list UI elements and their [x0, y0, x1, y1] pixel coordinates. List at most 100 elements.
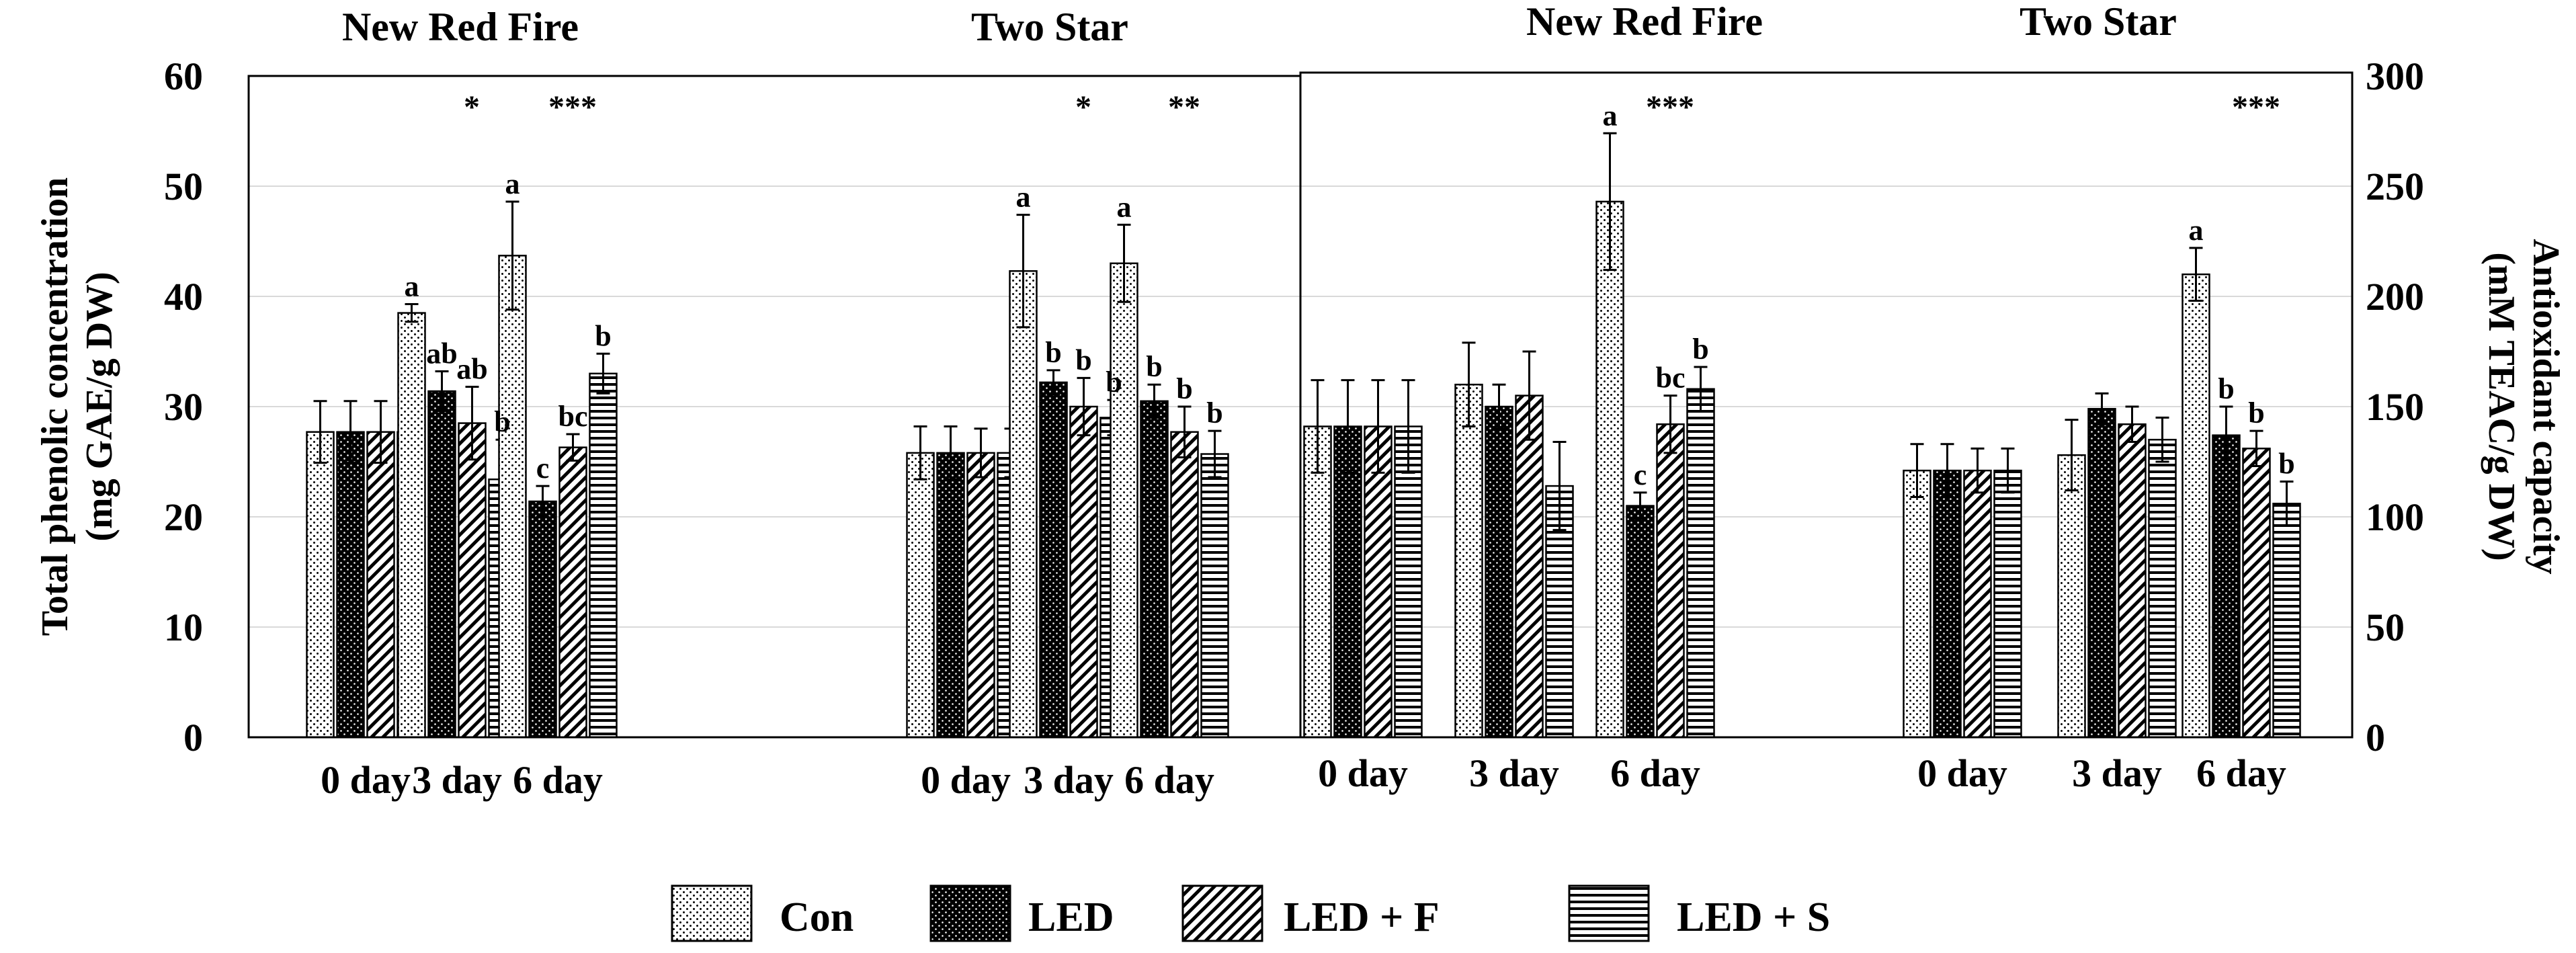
significance-letter: a	[1016, 181, 1031, 214]
bar	[1140, 400, 1169, 739]
y-tick-label: 60	[164, 54, 203, 98]
bar	[366, 431, 395, 739]
bar	[528, 500, 557, 739]
bar	[2272, 503, 2301, 739]
plot-frame	[1299, 71, 2354, 739]
legend-label: LED + F	[1284, 895, 1440, 940]
x-tick-label: 0 day	[921, 758, 1011, 802]
significance-letter: c	[536, 452, 550, 485]
y-tick-label: 20	[164, 495, 203, 539]
bar	[1903, 469, 1931, 739]
bar	[2148, 438, 2177, 739]
x-tick-label: 3 day	[1469, 751, 1559, 795]
legend-swatch	[1568, 884, 1650, 942]
significance-stars: **	[1168, 89, 1200, 125]
significance-stars: ***	[1646, 89, 1694, 125]
legend: Con LED LED + F LED + S	[671, 884, 1830, 942]
x-tick-label: 6 day	[2196, 751, 2286, 795]
y-tick-label: 250	[2366, 165, 2424, 208]
significance-letter: b	[1692, 333, 1708, 366]
bar	[427, 390, 456, 739]
bar	[306, 431, 335, 739]
significance-letter: b	[1146, 350, 1162, 383]
bar	[458, 422, 487, 739]
y-axis-label-line2: (mM TEAC/g DW)	[2481, 252, 2522, 561]
significance-letter: ab	[426, 337, 457, 370]
legend-swatch	[929, 884, 1011, 942]
significance-letter: b	[2248, 397, 2264, 429]
significance-letter: bc	[1656, 362, 1686, 395]
bar	[906, 452, 935, 739]
significance-letter: b	[2278, 448, 2294, 481]
y-axis-label: Antioxidant capacity(mM TEAC/g DW)	[2481, 239, 2567, 574]
significance-letter: c	[1634, 458, 1647, 491]
bar	[1485, 405, 1513, 739]
y-tick-label: 50	[164, 165, 203, 208]
bar	[1515, 395, 1544, 739]
y-axis-label-line1: Antioxidant capacity	[2525, 239, 2567, 574]
legend-item: LED + S	[1568, 884, 1830, 942]
bar	[1933, 469, 1962, 739]
significance-letter: bc	[558, 400, 588, 433]
y-tick-label: 100	[2366, 495, 2424, 539]
plot-frames	[247, 71, 2354, 739]
bars-layer	[306, 132, 2301, 739]
y-axis-label-line1: Total phenolic concentration	[34, 177, 76, 636]
x-tick-label: 0 day	[321, 758, 411, 802]
legend-label: LED	[1028, 895, 1114, 940]
y-tick-label: 30	[164, 385, 203, 429]
y-tick-label: 150	[2366, 385, 2424, 429]
legend-item: Con	[671, 884, 854, 942]
bar	[397, 312, 426, 739]
significance-letter: b	[1176, 372, 1192, 405]
x-tick-label: 0 day	[1318, 751, 1408, 795]
x-tick-label: 6 day	[513, 758, 603, 802]
y-tick-label: 300	[2366, 54, 2424, 98]
bar	[1686, 388, 1715, 739]
bar	[1110, 262, 1138, 739]
legend-swatch	[671, 884, 753, 942]
bar	[1993, 469, 2022, 739]
bar	[1200, 453, 1229, 739]
significance-stars: *	[464, 89, 480, 125]
significance-letter: b	[494, 405, 510, 438]
bar	[1009, 270, 1038, 739]
y-tick-label: 0	[183, 716, 203, 759]
x-tick-label: 3 day	[412, 758, 502, 802]
x-tick-label: 6 day	[1610, 751, 1700, 795]
significance-letter: a	[1117, 190, 1132, 223]
x-tick-label: 0 day	[1917, 751, 2007, 795]
significance-stars: *	[1075, 89, 1091, 125]
group-title: Two Star	[2020, 0, 2177, 44]
legend-label: LED + S	[1677, 895, 1830, 940]
y-tick-label: 0	[2366, 716, 2385, 759]
bar	[1595, 200, 1624, 739]
bar	[1656, 423, 1685, 739]
significance-letter: b	[1106, 366, 1122, 399]
text-layer: 0 10 20 30 40 50 60 Total phenolic concentratio…	[34, 0, 2567, 802]
bar	[2212, 434, 2241, 739]
legend-swatch	[1181, 884, 1263, 942]
bar	[936, 452, 965, 739]
y-tick-label: 40	[164, 275, 203, 319]
legend-item: LED + F	[1181, 884, 1440, 942]
significance-letter: b	[595, 319, 611, 352]
legend-label: Con	[780, 895, 854, 940]
significance-stars: ***	[548, 89, 597, 125]
bar	[1454, 383, 1483, 739]
group-title: New Red Fire	[342, 5, 579, 49]
group-title: Two Star	[971, 5, 1128, 49]
bar	[1170, 431, 1199, 739]
bar	[2242, 448, 2271, 739]
significance-letter: b	[2218, 372, 2234, 405]
significance-letter: b	[1045, 336, 1061, 369]
x-tick-label: 3 day	[1024, 758, 1114, 802]
bar	[336, 431, 365, 739]
bar	[1626, 505, 1655, 739]
x-tick-label: 3 day	[2072, 751, 2162, 795]
significance-letter: a	[505, 167, 520, 200]
bar	[558, 446, 587, 739]
bar	[2057, 454, 2086, 739]
bar	[1039, 381, 1068, 739]
